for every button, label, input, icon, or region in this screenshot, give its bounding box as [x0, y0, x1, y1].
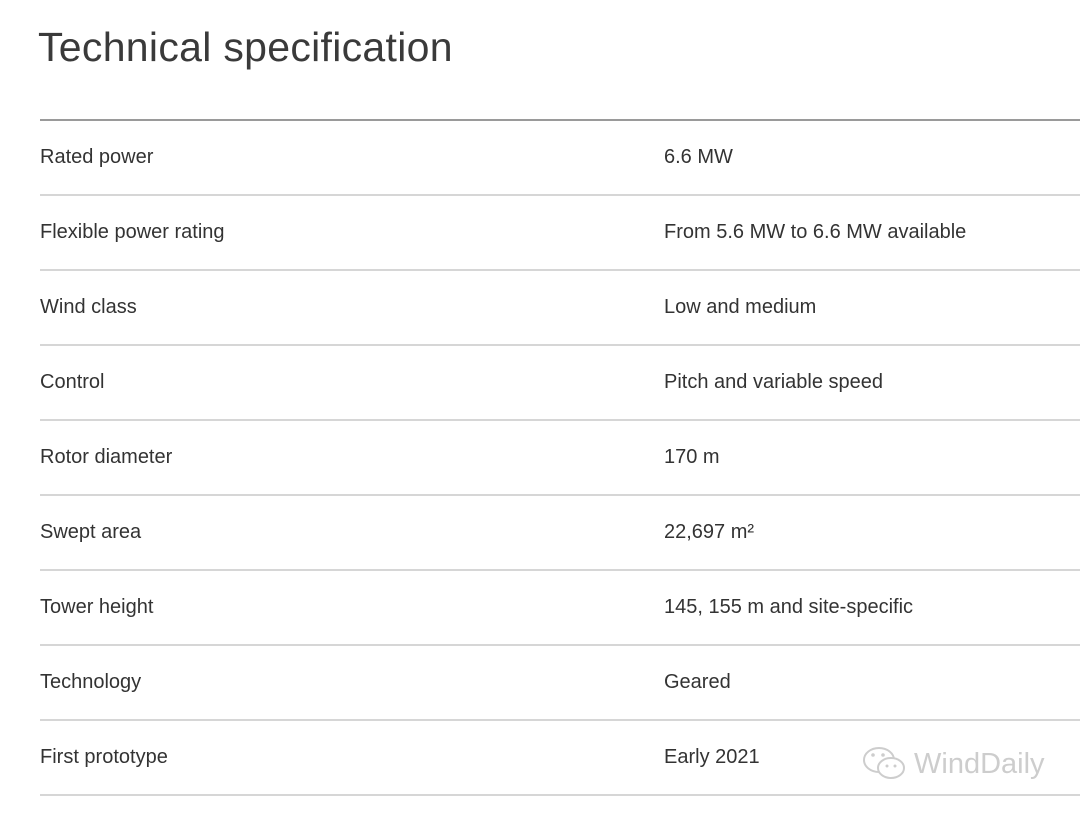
spec-label: Wind class — [40, 296, 137, 318]
watermark: WindDaily — [862, 745, 1045, 783]
spec-value: Low and medium — [664, 296, 817, 318]
spec-value: Pitch and variable speed — [664, 371, 884, 393]
spec-value: Early 2021 — [664, 746, 760, 768]
spec-value: 170 m — [664, 446, 720, 468]
spec-label: Swept area — [40, 521, 142, 543]
spec-table: Rated power 6.6 MW Flexible power rating Fr… — [40, 119, 1080, 796]
spec-label: Technology — [40, 671, 142, 693]
spec-row: Wind class Low and medium — [40, 271, 1080, 346]
spec-row: Control Pitch and variable speed — [40, 346, 1080, 421]
spec-label: Tower height — [40, 596, 154, 618]
spec-row: Rated power 6.6 MW — [40, 121, 1080, 196]
spec-row: Tower height 145, 155 m and site-specific — [40, 571, 1080, 646]
page-title: Technical specification — [38, 24, 453, 70]
spec-label: Control — [40, 371, 105, 393]
spec-row: Rotor diameter 170 m — [40, 421, 1080, 496]
spec-value: 145, 155 m and site-specific — [664, 596, 914, 618]
spec-row: Technology Geared — [40, 646, 1080, 721]
spec-label: Flexible power rating — [40, 221, 225, 243]
spec-value: From 5.6 MW to 6.6 MW available — [664, 221, 967, 243]
spec-row: Flexible power rating From 5.6 MW to 6.6 … — [40, 196, 1080, 271]
spec-label: Rated power — [40, 146, 154, 168]
spec-value: 22,697 m² — [664, 521, 755, 543]
spec-label: Rotor diameter — [40, 446, 173, 468]
spec-row: Swept area 22,697 m² — [40, 496, 1080, 571]
spec-value: 6.6 MW — [664, 146, 733, 168]
watermark-text: WindDaily — [914, 747, 1045, 780]
spec-label: First prototype — [40, 746, 168, 768]
wechat-icon — [863, 747, 905, 779]
spec-value: Geared — [664, 671, 731, 693]
spec-row: First prototype Early 2021 — [40, 721, 1080, 796]
